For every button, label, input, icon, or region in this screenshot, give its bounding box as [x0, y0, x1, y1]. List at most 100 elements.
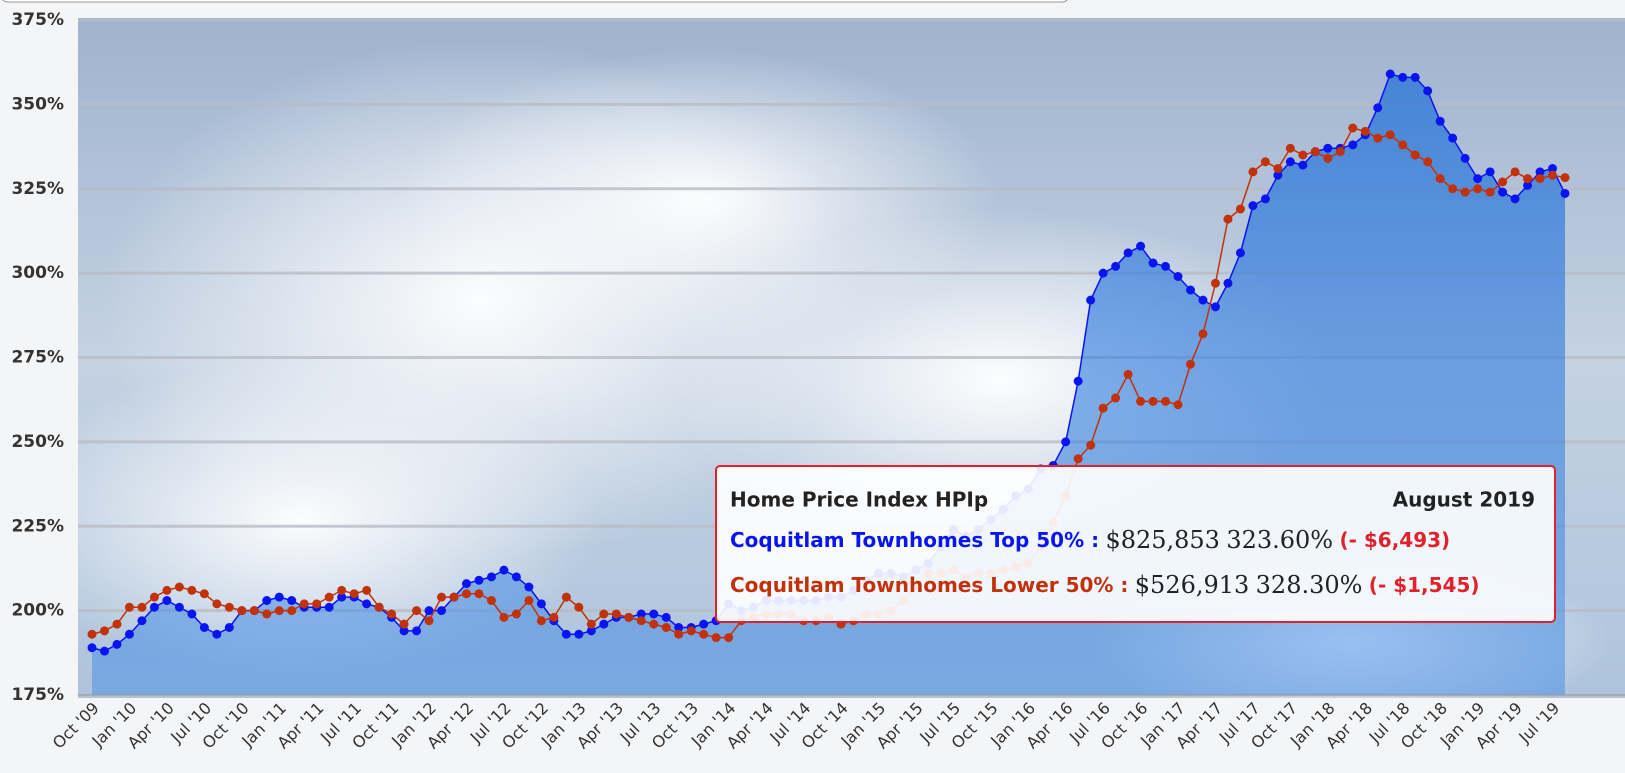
data-point	[1348, 140, 1358, 150]
data-point	[437, 606, 447, 616]
data-point	[1210, 302, 1220, 312]
data-point	[1560, 188, 1570, 198]
data-point	[212, 599, 222, 609]
data-point	[1498, 177, 1508, 187]
data-point	[1223, 214, 1233, 224]
data-point	[1285, 157, 1295, 167]
data-point	[1560, 173, 1570, 183]
y-tick-label: 200%	[11, 601, 64, 621]
data-point	[1548, 170, 1558, 180]
data-point	[449, 592, 459, 602]
data-point	[499, 612, 509, 622]
data-point	[337, 585, 347, 595]
data-point	[1360, 126, 1370, 136]
data-point	[599, 619, 609, 629]
data-point	[511, 572, 521, 582]
data-point	[474, 589, 484, 599]
data-point	[1260, 194, 1270, 204]
data-point	[1385, 69, 1395, 79]
data-point	[262, 609, 272, 619]
data-point	[1186, 285, 1196, 295]
tooltip-row: Coquitlam Townhomes Lower 50% : $526,913…	[730, 571, 1480, 599]
tooltip-change: (- $6,493)	[1339, 528, 1450, 552]
data-point	[574, 602, 584, 612]
tooltip-percent: 323.60%	[1226, 526, 1333, 554]
data-point	[162, 585, 172, 595]
data-point	[649, 619, 659, 629]
x-tick-label: Jul '19	[1514, 698, 1563, 747]
data-point	[412, 626, 422, 636]
data-point	[661, 612, 671, 622]
data-point	[112, 639, 122, 649]
data-point	[112, 619, 122, 629]
data-point	[187, 585, 197, 595]
tooltip-change: (- $1,545)	[1369, 573, 1480, 597]
y-tick-label: 350%	[11, 94, 64, 114]
data-point	[1498, 187, 1508, 197]
data-point	[1148, 258, 1158, 268]
data-point	[724, 633, 734, 643]
data-point	[1098, 403, 1108, 413]
y-tick-label: 375%	[11, 10, 64, 30]
data-point	[1123, 369, 1133, 379]
y-tick-label: 250%	[11, 432, 64, 452]
data-point	[149, 592, 159, 602]
tooltip-name: Coquitlam Townhomes Lower 50% :	[730, 573, 1128, 597]
data-point	[1410, 72, 1420, 82]
data-point	[699, 629, 709, 639]
data-point	[174, 602, 184, 612]
data-point	[362, 599, 372, 609]
data-point	[1423, 86, 1433, 96]
data-point	[1248, 167, 1258, 177]
data-point	[1073, 376, 1083, 386]
data-point	[561, 629, 571, 639]
data-point	[524, 596, 534, 605]
data-point	[1098, 268, 1108, 278]
data-point	[674, 629, 684, 639]
data-point	[1123, 248, 1133, 258]
data-point	[1323, 153, 1333, 163]
data-point	[649, 609, 659, 619]
data-point	[474, 575, 484, 585]
data-point	[87, 629, 97, 639]
data-point	[1148, 396, 1158, 406]
data-point	[99, 626, 109, 636]
data-point	[124, 602, 134, 612]
data-point	[1398, 72, 1408, 82]
data-point	[686, 626, 696, 636]
y-tick-label: 175%	[11, 685, 64, 705]
data-point	[137, 602, 147, 612]
data-point	[1335, 147, 1345, 157]
data-point	[137, 616, 147, 626]
data-point	[1161, 261, 1171, 271]
data-point	[1510, 194, 1520, 204]
search-box	[1, 0, 1069, 3]
y-tick-label: 300%	[11, 263, 64, 283]
data-point	[511, 609, 521, 619]
data-point	[549, 612, 559, 622]
data-point	[486, 596, 496, 605]
data-point	[287, 606, 297, 616]
data-point	[1323, 143, 1333, 153]
data-point	[274, 592, 284, 602]
data-point	[174, 582, 184, 592]
data-point	[536, 599, 546, 609]
data-point	[1198, 329, 1208, 339]
data-point	[1448, 184, 1458, 194]
data-point	[1460, 187, 1470, 197]
data-point	[1473, 174, 1483, 184]
data-point	[1111, 393, 1121, 403]
tooltip-row: Coquitlam Townhomes Top 50% : $825,853 3…	[730, 526, 1450, 554]
data-point	[1510, 167, 1520, 177]
data-point	[1173, 272, 1183, 281]
data-point	[1248, 201, 1258, 211]
tooltip-price: $526,913	[1135, 571, 1250, 599]
data-point	[1348, 123, 1358, 133]
data-point	[1473, 184, 1483, 194]
data-point	[199, 623, 209, 632]
data-point	[349, 589, 359, 599]
data-point	[711, 633, 721, 643]
data-point	[1086, 440, 1096, 450]
data-point	[1285, 143, 1295, 153]
